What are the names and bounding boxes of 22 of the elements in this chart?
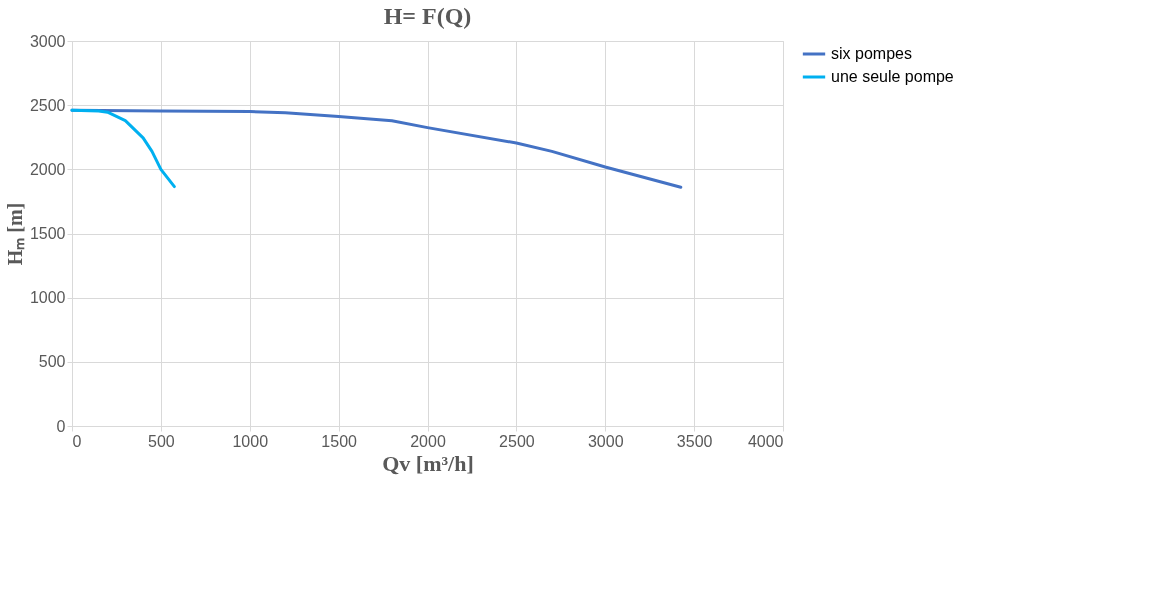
- y-tick-label: 1000: [29, 289, 66, 307]
- y-tick-label: 2500: [29, 96, 66, 114]
- legend-label: une seule pompe: [831, 68, 954, 85]
- y-tick-label: 500: [38, 353, 66, 371]
- x-tick-label: 4000: [747, 432, 784, 450]
- chart-title: H= F(Q): [383, 3, 472, 29]
- y-axis-title: Hₘ [m]: [3, 202, 26, 266]
- y-tick-label: 1500: [29, 225, 66, 242]
- line-series: [70, 108, 176, 189]
- x-tick-label: 1000: [232, 432, 269, 450]
- legend-label: six pompes: [831, 45, 912, 62]
- x-tick-label: 2500: [499, 432, 535, 450]
- x-tick-label: 500: [148, 432, 175, 450]
- x-tick-label: 3500: [676, 432, 713, 450]
- x-tick-label: 1500: [321, 432, 358, 450]
- y-tick-label: 0: [56, 417, 66, 435]
- y-tick-label: 3000: [29, 32, 66, 50]
- x-tick-label: 3000: [587, 432, 624, 450]
- x-axis-title: Qv [m³/h]: [382, 450, 474, 476]
- y-tick-label: 2000: [29, 160, 66, 178]
- x-tick-label: 2000: [410, 432, 446, 450]
- x-tick-label: 0: [72, 432, 82, 450]
